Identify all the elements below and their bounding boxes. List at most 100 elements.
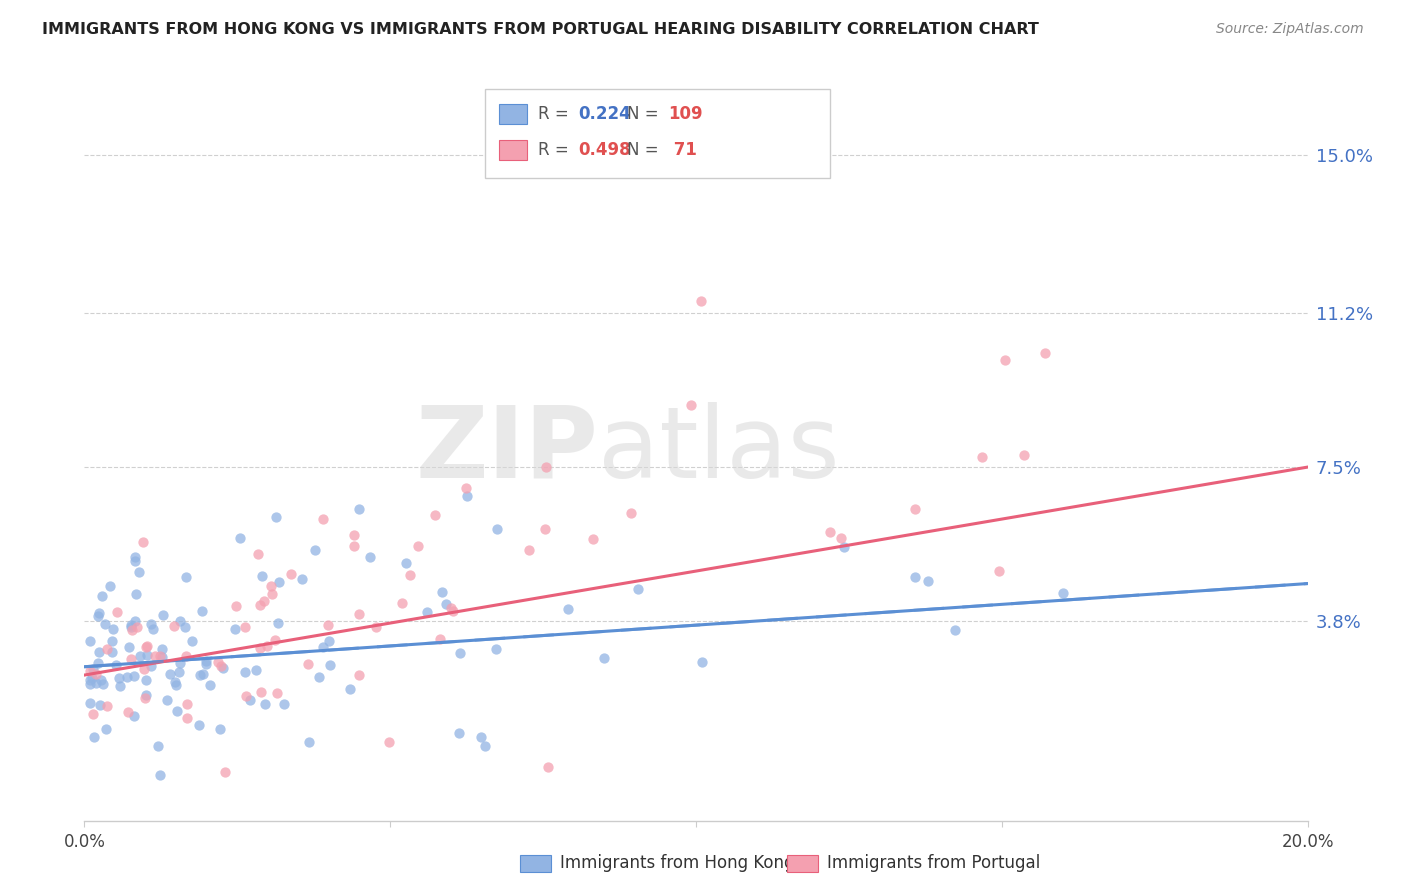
Point [87, 606, 110, 620]
Point [94, 617, 117, 632]
Point [79, 677, 101, 691]
Point [233, 620, 256, 634]
Point [96, 642, 118, 657]
Point [343, 527, 366, 541]
Text: 109: 109 [668, 105, 703, 123]
Point [434, 598, 457, 612]
Point [280, 566, 302, 581]
Point [96, 698, 118, 713]
Point [118, 640, 141, 654]
Point [139, 617, 162, 632]
Point [188, 718, 211, 732]
Point [943, 624, 966, 638]
Point [425, 508, 447, 522]
Point [163, 618, 186, 632]
Point [399, 568, 422, 582]
Point [994, 352, 1017, 367]
Point [165, 677, 187, 691]
Point [627, 582, 650, 597]
Point [167, 665, 190, 680]
Point [266, 686, 288, 700]
Point [169, 614, 191, 628]
Point [250, 685, 273, 699]
Point [100, 579, 122, 593]
Text: 0.224: 0.224 [578, 105, 631, 123]
Point [214, 765, 236, 780]
Point [291, 573, 314, 587]
Point [146, 739, 169, 753]
Point [142, 622, 165, 636]
Point [84, 675, 107, 690]
Point [430, 585, 453, 599]
Point [312, 512, 335, 526]
Point [312, 640, 335, 655]
Point [134, 691, 156, 706]
Point [139, 659, 162, 673]
Point [429, 632, 451, 646]
Point [264, 632, 287, 647]
Point [176, 697, 198, 711]
Point [269, 574, 291, 589]
Point [174, 620, 197, 634]
Point [987, 564, 1010, 578]
Text: N =: N = [627, 105, 664, 123]
Point [474, 739, 496, 753]
Point [246, 547, 269, 561]
Point [208, 722, 231, 736]
Point [440, 601, 463, 615]
Point [537, 759, 560, 773]
Point [90, 673, 112, 687]
Point [249, 598, 271, 612]
Point [152, 607, 174, 622]
Point [517, 543, 540, 558]
Point [101, 645, 124, 659]
Point [212, 661, 235, 675]
Point [470, 731, 492, 745]
Point [391, 596, 413, 610]
Point [79, 665, 101, 679]
Point [449, 647, 471, 661]
Point [818, 524, 841, 539]
Point [264, 510, 287, 524]
Point [135, 673, 157, 687]
Point [149, 768, 172, 782]
Text: 71: 71 [668, 141, 697, 159]
Point [266, 615, 288, 630]
Point [125, 587, 148, 601]
Point [122, 709, 145, 723]
Point [150, 641, 173, 656]
Point [176, 711, 198, 725]
Point [96, 723, 118, 737]
Point [150, 649, 173, 664]
Point [166, 704, 188, 718]
Point [143, 649, 166, 664]
Point [318, 634, 340, 648]
Point [89, 645, 111, 659]
Point [972, 450, 994, 465]
Point [416, 605, 439, 619]
Point [89, 698, 111, 712]
Point [195, 657, 218, 671]
Text: Immigrants from Hong Kong: Immigrants from Hong Kong [560, 855, 794, 872]
Point [188, 668, 211, 682]
Point [679, 398, 702, 412]
Point [260, 579, 283, 593]
Point [191, 604, 214, 618]
Text: Immigrants from Portugal: Immigrants from Portugal [827, 855, 1040, 872]
Point [87, 608, 110, 623]
Point [105, 657, 128, 672]
Text: atlas: atlas [598, 402, 839, 499]
Point [121, 623, 143, 637]
Point [124, 614, 146, 628]
Point [117, 705, 139, 719]
Point [191, 666, 214, 681]
Point [87, 656, 110, 670]
Point [148, 648, 170, 663]
Point [101, 634, 124, 648]
Point [485, 641, 508, 656]
Point [593, 650, 616, 665]
Point [174, 649, 197, 664]
Point [135, 688, 157, 702]
Point [124, 554, 146, 568]
Point [456, 481, 478, 495]
